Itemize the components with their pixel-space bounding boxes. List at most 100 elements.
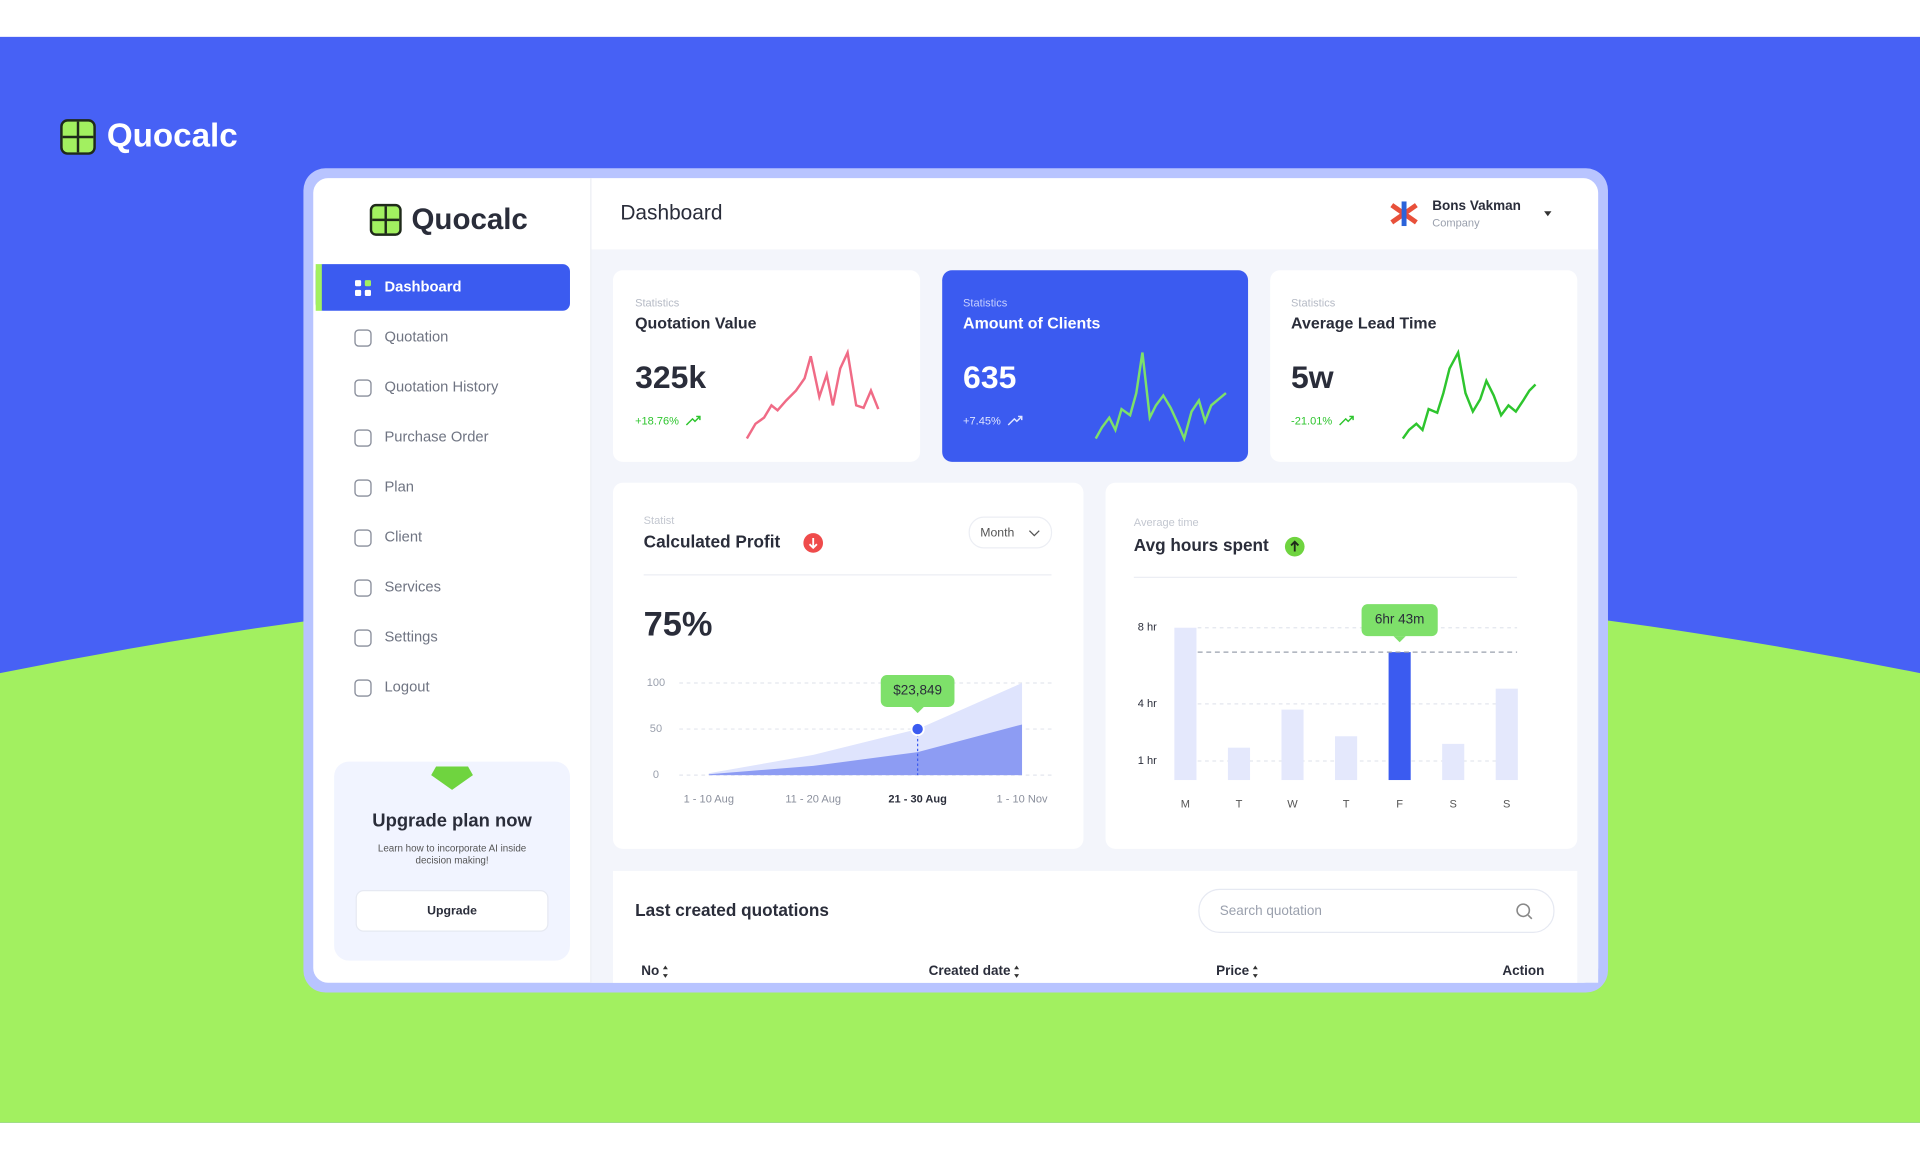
nav-icon bbox=[354, 679, 372, 697]
stat-card bbox=[942, 270, 1249, 462]
user-name: Bons Vakman bbox=[1432, 198, 1521, 213]
chart-subtitle: Statist bbox=[644, 515, 675, 527]
sparkline bbox=[1401, 348, 1537, 440]
column-header: Action bbox=[1502, 963, 1544, 978]
stat-title: Amount of Clients bbox=[963, 316, 1100, 333]
charts: 0 50 100 1 - 10 Aug 11 - 20 Aug 21 - 30 Aug 1 … bbox=[647, 604, 1518, 811]
nav-icon bbox=[354, 629, 372, 647]
upgrade-title: Upgrade plan now bbox=[372, 810, 532, 831]
search-placeholder: Search quotation bbox=[1220, 903, 1322, 918]
table-header: No Created date Price Action bbox=[641, 963, 1544, 978]
tooltip-tip bbox=[1393, 636, 1406, 643]
column-header[interactable]: Created date bbox=[929, 963, 1011, 978]
search-icon[interactable] bbox=[1516, 903, 1533, 920]
nav-item[interactable]: Purchase Order bbox=[384, 429, 488, 445]
upgrade-button-label: Upgrade bbox=[427, 904, 477, 918]
nav-item[interactable]: Quotation History bbox=[384, 379, 498, 395]
y-tick-label: 1 hr bbox=[1138, 755, 1157, 767]
sort-icon bbox=[662, 965, 668, 978]
tooltip-bg bbox=[880, 675, 955, 707]
nav-icon bbox=[364, 280, 371, 287]
y-tick-label: 50 bbox=[650, 723, 662, 735]
active-nav-bg[interactable] bbox=[315, 264, 570, 311]
stat-card bbox=[612, 270, 921, 462]
stat-label: Statistics bbox=[1291, 297, 1336, 309]
tooltip-tip bbox=[911, 706, 924, 714]
sort-icon bbox=[1014, 965, 1020, 978]
x-tick-label: 21 - 30 Aug bbox=[888, 794, 947, 806]
active-nav-indicator bbox=[315, 264, 322, 311]
nav-icon bbox=[355, 289, 362, 297]
x-tick-label: 1 - 10 Aug bbox=[684, 794, 734, 806]
page-title: Dashboard bbox=[620, 201, 722, 224]
nav-item[interactable]: Quotation bbox=[384, 329, 448, 345]
bar[interactable] bbox=[1335, 736, 1358, 781]
value-label: 6hr 43m bbox=[1375, 612, 1425, 627]
nav-item[interactable]: Plan bbox=[384, 479, 413, 495]
up-arrow bbox=[1290, 540, 1300, 552]
outer-logo: Quocalc bbox=[60, 117, 238, 155]
bar[interactable] bbox=[1388, 652, 1411, 781]
nav-icon bbox=[364, 289, 371, 297]
x-tick-label: S bbox=[1450, 799, 1457, 811]
user-caret[interactable] bbox=[1544, 211, 1552, 217]
bar[interactable] bbox=[1495, 688, 1518, 781]
bar[interactable] bbox=[1281, 709, 1304, 781]
filter-chevron bbox=[1028, 530, 1040, 537]
stat-value: 5w bbox=[1291, 359, 1334, 395]
upgrade-button[interactable] bbox=[355, 889, 549, 932]
bar[interactable] bbox=[1174, 627, 1197, 781]
kpi: 75% bbox=[644, 606, 713, 644]
x-tick-label: M bbox=[1181, 799, 1190, 811]
nav-list: Dashboard Quotation Quotation History Purch… bbox=[354, 279, 499, 697]
user-avatar[interactable] bbox=[1389, 199, 1419, 229]
x-tick-label: T bbox=[1236, 799, 1243, 811]
stat-label: Statistics bbox=[635, 297, 680, 309]
nav-icon bbox=[354, 479, 372, 497]
chart-subtitle: Average time bbox=[1134, 517, 1199, 529]
stat-title: Quotation Value bbox=[635, 316, 757, 333]
nav-icon bbox=[354, 529, 372, 547]
filter-dropdown[interactable] bbox=[968, 516, 1053, 549]
stat-value: 325k bbox=[635, 359, 706, 395]
sparkline bbox=[1094, 352, 1227, 443]
x-tick-label: 1 - 10 Nov bbox=[997, 794, 1048, 806]
stat-label: Statistics bbox=[963, 297, 1008, 309]
nav-icon bbox=[355, 280, 362, 287]
diamond-icon bbox=[431, 766, 473, 790]
search-input[interactable] bbox=[1198, 888, 1555, 933]
stat-value: 635 bbox=[963, 359, 1016, 395]
bar[interactable] bbox=[1227, 747, 1251, 781]
nav-icon bbox=[354, 579, 372, 597]
x-tick-label: 11 - 20 Aug bbox=[785, 794, 841, 806]
nav-item[interactable]: Logout bbox=[384, 679, 429, 695]
sort-icon bbox=[1252, 965, 1258, 978]
stat-change: -21.01% bbox=[1291, 415, 1332, 427]
nav-icon bbox=[354, 379, 372, 397]
column-header[interactable]: No bbox=[641, 963, 659, 978]
trend-icon bbox=[1007, 415, 1023, 426]
sidebar-brand: Quocalc bbox=[412, 203, 528, 236]
trend-icon bbox=[685, 415, 701, 426]
nav-item[interactable]: Dashboard bbox=[384, 279, 461, 295]
chart-title: Avg hours spent bbox=[1134, 535, 1269, 555]
bar[interactable] bbox=[1442, 743, 1465, 781]
trend-icon bbox=[1339, 415, 1354, 426]
nav-icon bbox=[354, 429, 372, 447]
filter-label: Month bbox=[980, 525, 1014, 539]
sparkline bbox=[745, 348, 880, 440]
nav-item[interactable]: Settings bbox=[384, 629, 437, 645]
point-marker[interactable] bbox=[910, 722, 925, 737]
stat-change: +18.76% bbox=[635, 415, 679, 427]
tooltip-label: $23,849 bbox=[893, 683, 942, 698]
nav-item[interactable]: Services bbox=[384, 579, 441, 595]
stat-change: +7.45% bbox=[963, 415, 1001, 427]
table-title: Last created quotations bbox=[635, 900, 829, 920]
column-header[interactable]: Price bbox=[1216, 963, 1250, 978]
outer-brand: Quocalc bbox=[107, 117, 238, 154]
area bbox=[708, 724, 1023, 776]
y-tick-label: 0 bbox=[653, 769, 659, 781]
x-tick-label: F bbox=[1396, 799, 1403, 811]
nav-item[interactable]: Client bbox=[384, 529, 422, 545]
